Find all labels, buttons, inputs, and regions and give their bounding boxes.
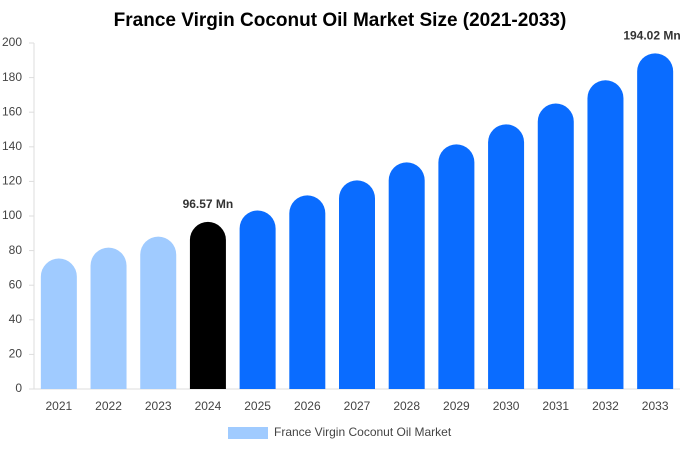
y-tick-label: 100 [2,208,22,222]
y-tick-label: 180 [2,70,22,84]
y-tick-label: 20 [9,347,23,361]
bar [587,80,624,389]
y-tick-label: 60 [9,277,23,291]
bar [537,103,574,390]
x-tick-label: 2027 [344,399,371,413]
bar [239,210,276,389]
y-tick-label: 160 [2,104,22,118]
y-tick-label: 200 [2,35,22,49]
y-tick-label: 120 [2,174,22,188]
x-tick-label: 2030 [493,399,520,413]
bar [140,236,177,389]
x-tick-label: 2026 [294,399,321,413]
bar [189,221,226,389]
x-tick-label: 2033 [642,399,669,413]
value-label: 96.57 Mn [183,197,234,211]
bar [90,247,127,389]
x-tick-label: 2025 [244,399,271,413]
x-tick-label: 2029 [443,399,470,413]
x-tick-label: 2023 [145,399,172,413]
x-tick-label: 2031 [542,399,569,413]
x-tick-label: 2022 [95,399,122,413]
value-label: 194.02 Mn [623,29,680,43]
x-tick-label: 2028 [393,399,420,413]
bar [488,124,525,389]
bar [637,53,674,389]
bar [388,162,425,389]
bar [289,195,326,389]
x-tick-label: 2032 [592,399,619,413]
y-tick-label: 80 [9,243,23,257]
y-tick-label: 140 [2,139,22,153]
legend-label[interactable]: France Virgin Coconut Oil Market [274,425,452,439]
y-tick-label: 0 [15,381,22,395]
bar [438,144,475,389]
y-tick-label: 40 [9,312,23,326]
x-tick-label: 2024 [195,399,222,413]
bar [40,258,77,389]
x-tick-label: 2021 [45,399,72,413]
chart-title: France Virgin Coconut Oil Market Size (2… [114,10,567,31]
bar [339,180,375,389]
legend-swatch[interactable] [228,427,268,439]
